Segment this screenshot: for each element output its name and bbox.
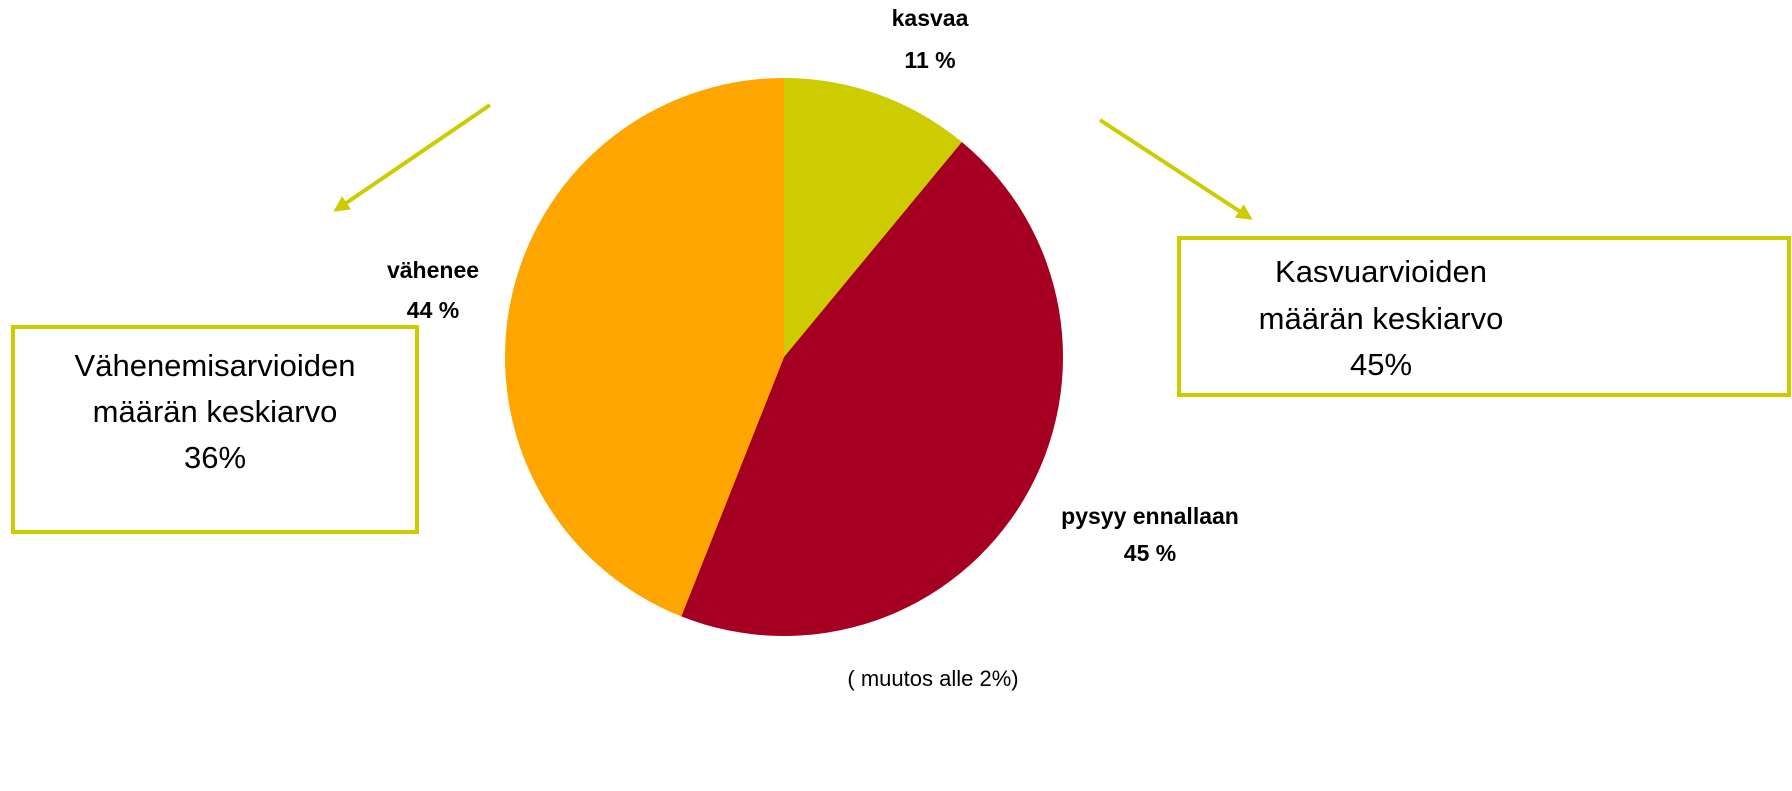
annotation-text: määrän keskiarvo	[93, 394, 338, 429]
annotation-text: Vähenemisarvioiden	[75, 348, 356, 383]
pie-slice	[784, 78, 962, 357]
annotation-text: 45%	[1350, 347, 1412, 382]
slice-label: vähenee	[387, 257, 479, 283]
arrow	[333, 103, 492, 212]
annotation-box	[11, 325, 419, 534]
annotation-box	[1177, 236, 1791, 397]
value-label: 44 %	[407, 297, 459, 323]
annotation-text: Kasvuarvioiden	[1275, 254, 1487, 289]
arrow	[1098, 118, 1253, 220]
slice-label: pysyy ennallaan	[1061, 503, 1239, 529]
note: ( muutos alle 2%)	[847, 666, 1018, 691]
annotation-text: määrän keskiarvo	[1259, 301, 1504, 336]
slice-label: kasvaa	[892, 5, 969, 31]
value-label: 45 %	[1124, 540, 1176, 566]
pie-slice	[681, 142, 1064, 637]
pie-slice	[504, 78, 784, 617]
value-label: 11 %	[904, 47, 955, 73]
annotation-text: 36%	[184, 440, 246, 475]
